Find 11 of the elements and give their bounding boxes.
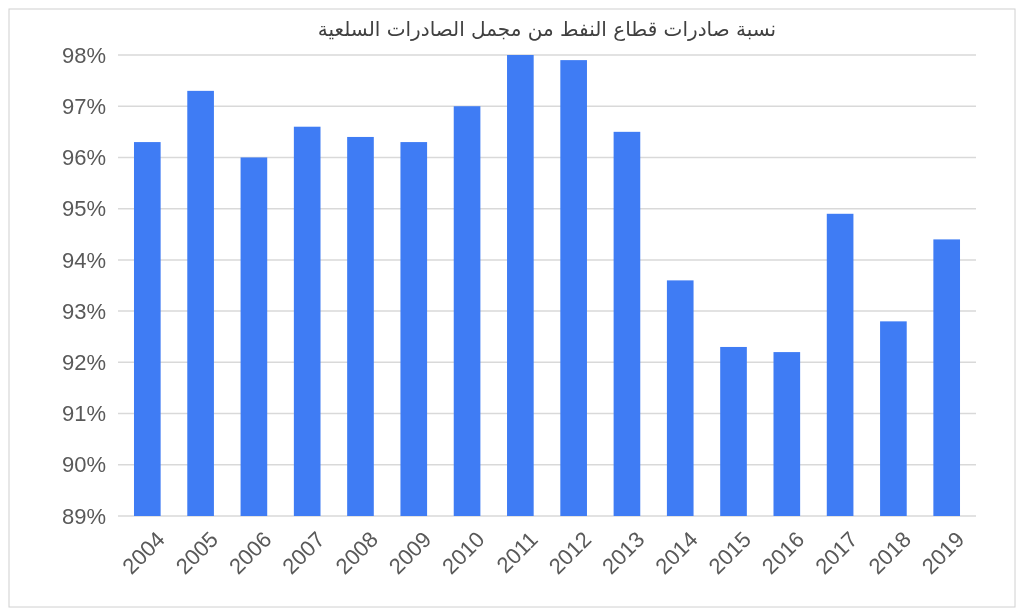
y-tick-label: 93% (61, 298, 106, 324)
y-tick-label: 90% (61, 452, 106, 478)
y-tick-label: 96% (61, 145, 106, 171)
y-tick-label: 94% (61, 247, 106, 273)
y-tick-label: 91% (61, 401, 106, 427)
y-tick-label: 89% (61, 503, 106, 529)
chart-title: نسبة صادرات قطاع النفط من مجمل الصادرات السلعية (317, 17, 777, 41)
y-tick-label: 98% (61, 42, 106, 68)
y-tick-label: 95% (61, 196, 106, 222)
y-tick-label: 97% (61, 93, 106, 119)
y-tick-label: 92% (61, 350, 106, 376)
